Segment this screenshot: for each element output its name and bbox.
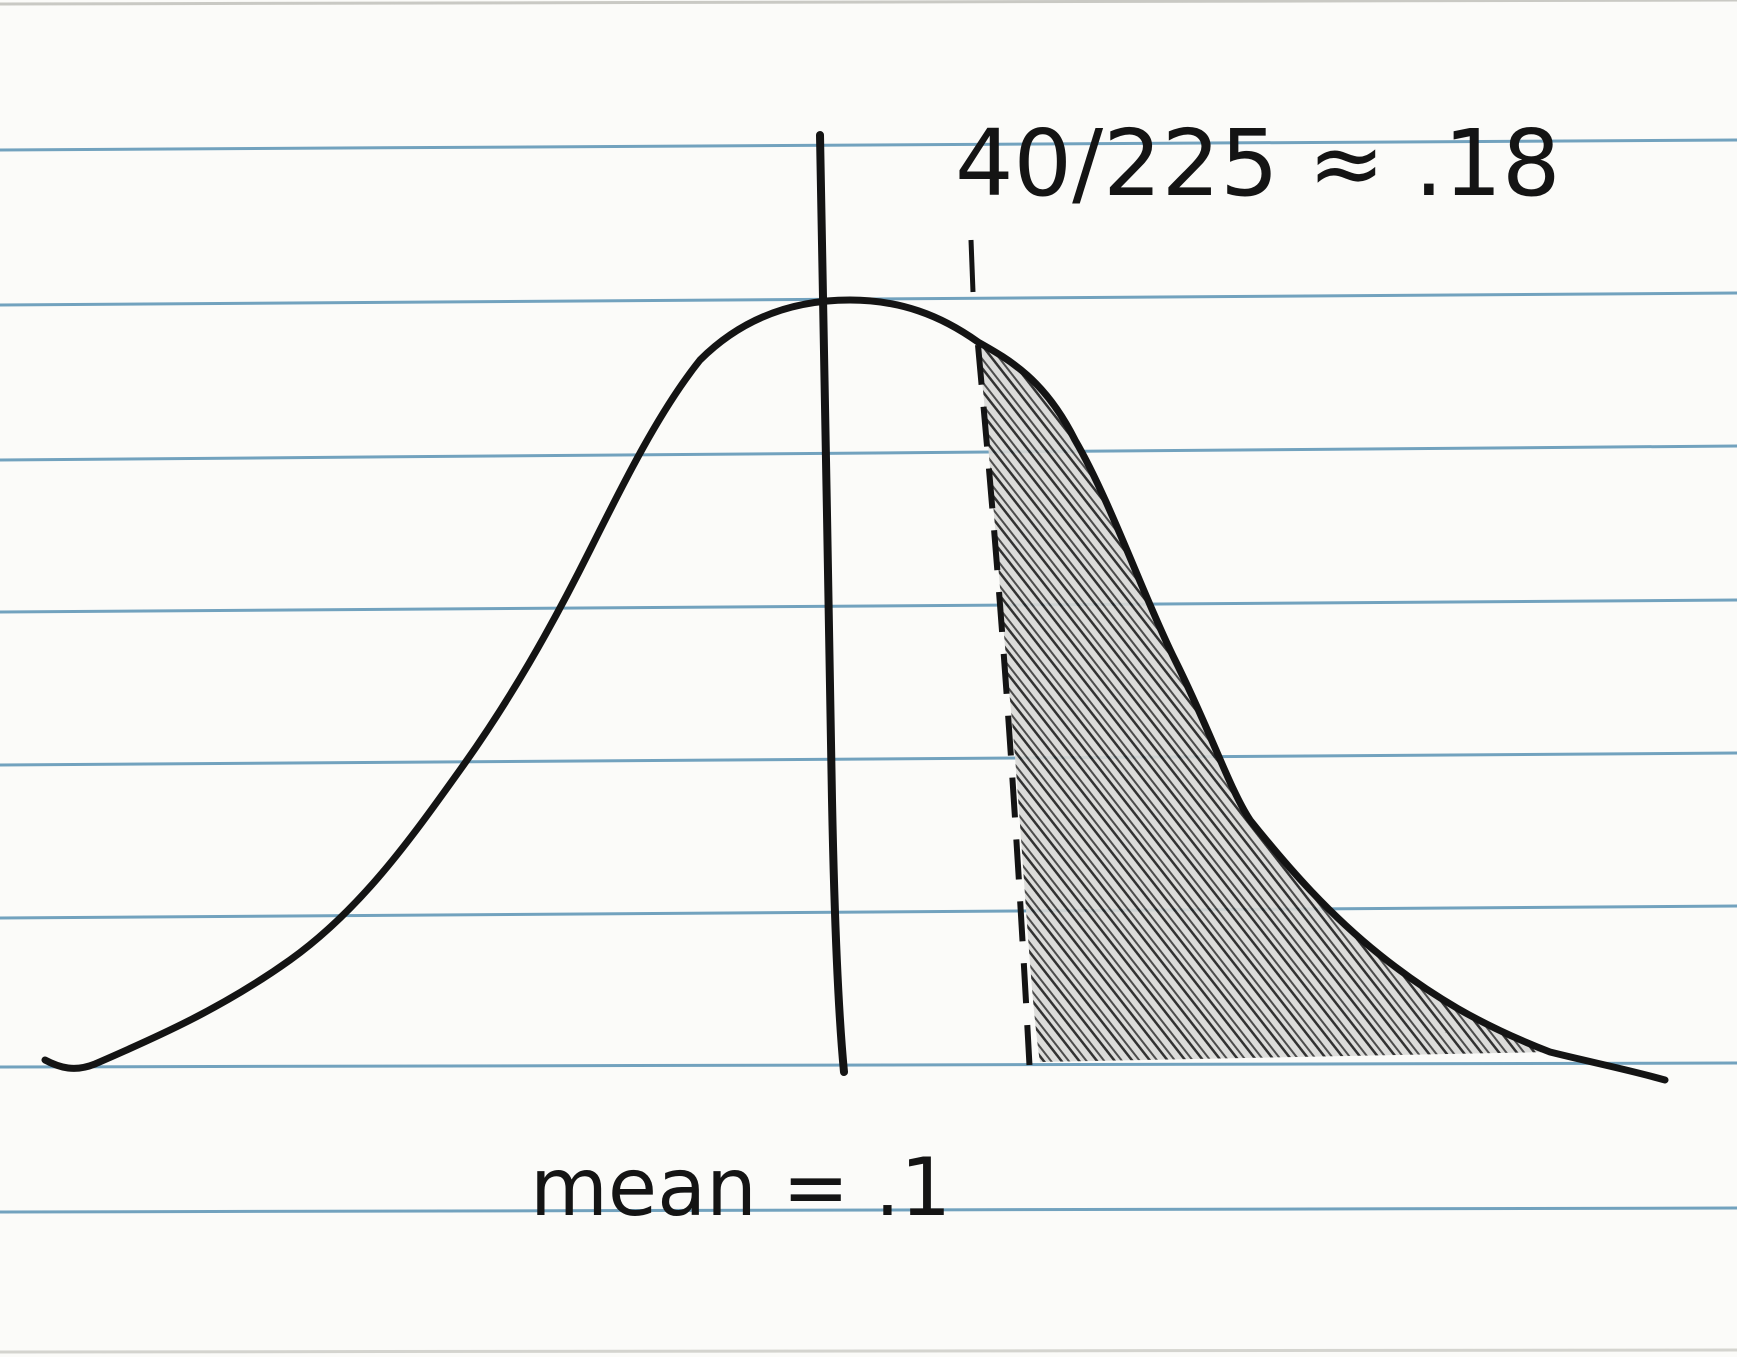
shaded-right-tail [978, 342, 1550, 1062]
tail-probability-annotation: 40/225 ≈ .18 [955, 110, 1561, 217]
mean-line [816, 131, 848, 1076]
cutoff-tick [968, 239, 976, 293]
normal-curve [41, 296, 1669, 1084]
cutoff-dashed-line [975, 344, 1033, 1076]
ruled-lines [0, 138, 1737, 1214]
mean-annotation: mean = .1 [530, 1141, 951, 1234]
page-edge-bottom [0, 1348, 1737, 1354]
page-edge [0, 0, 1737, 6]
